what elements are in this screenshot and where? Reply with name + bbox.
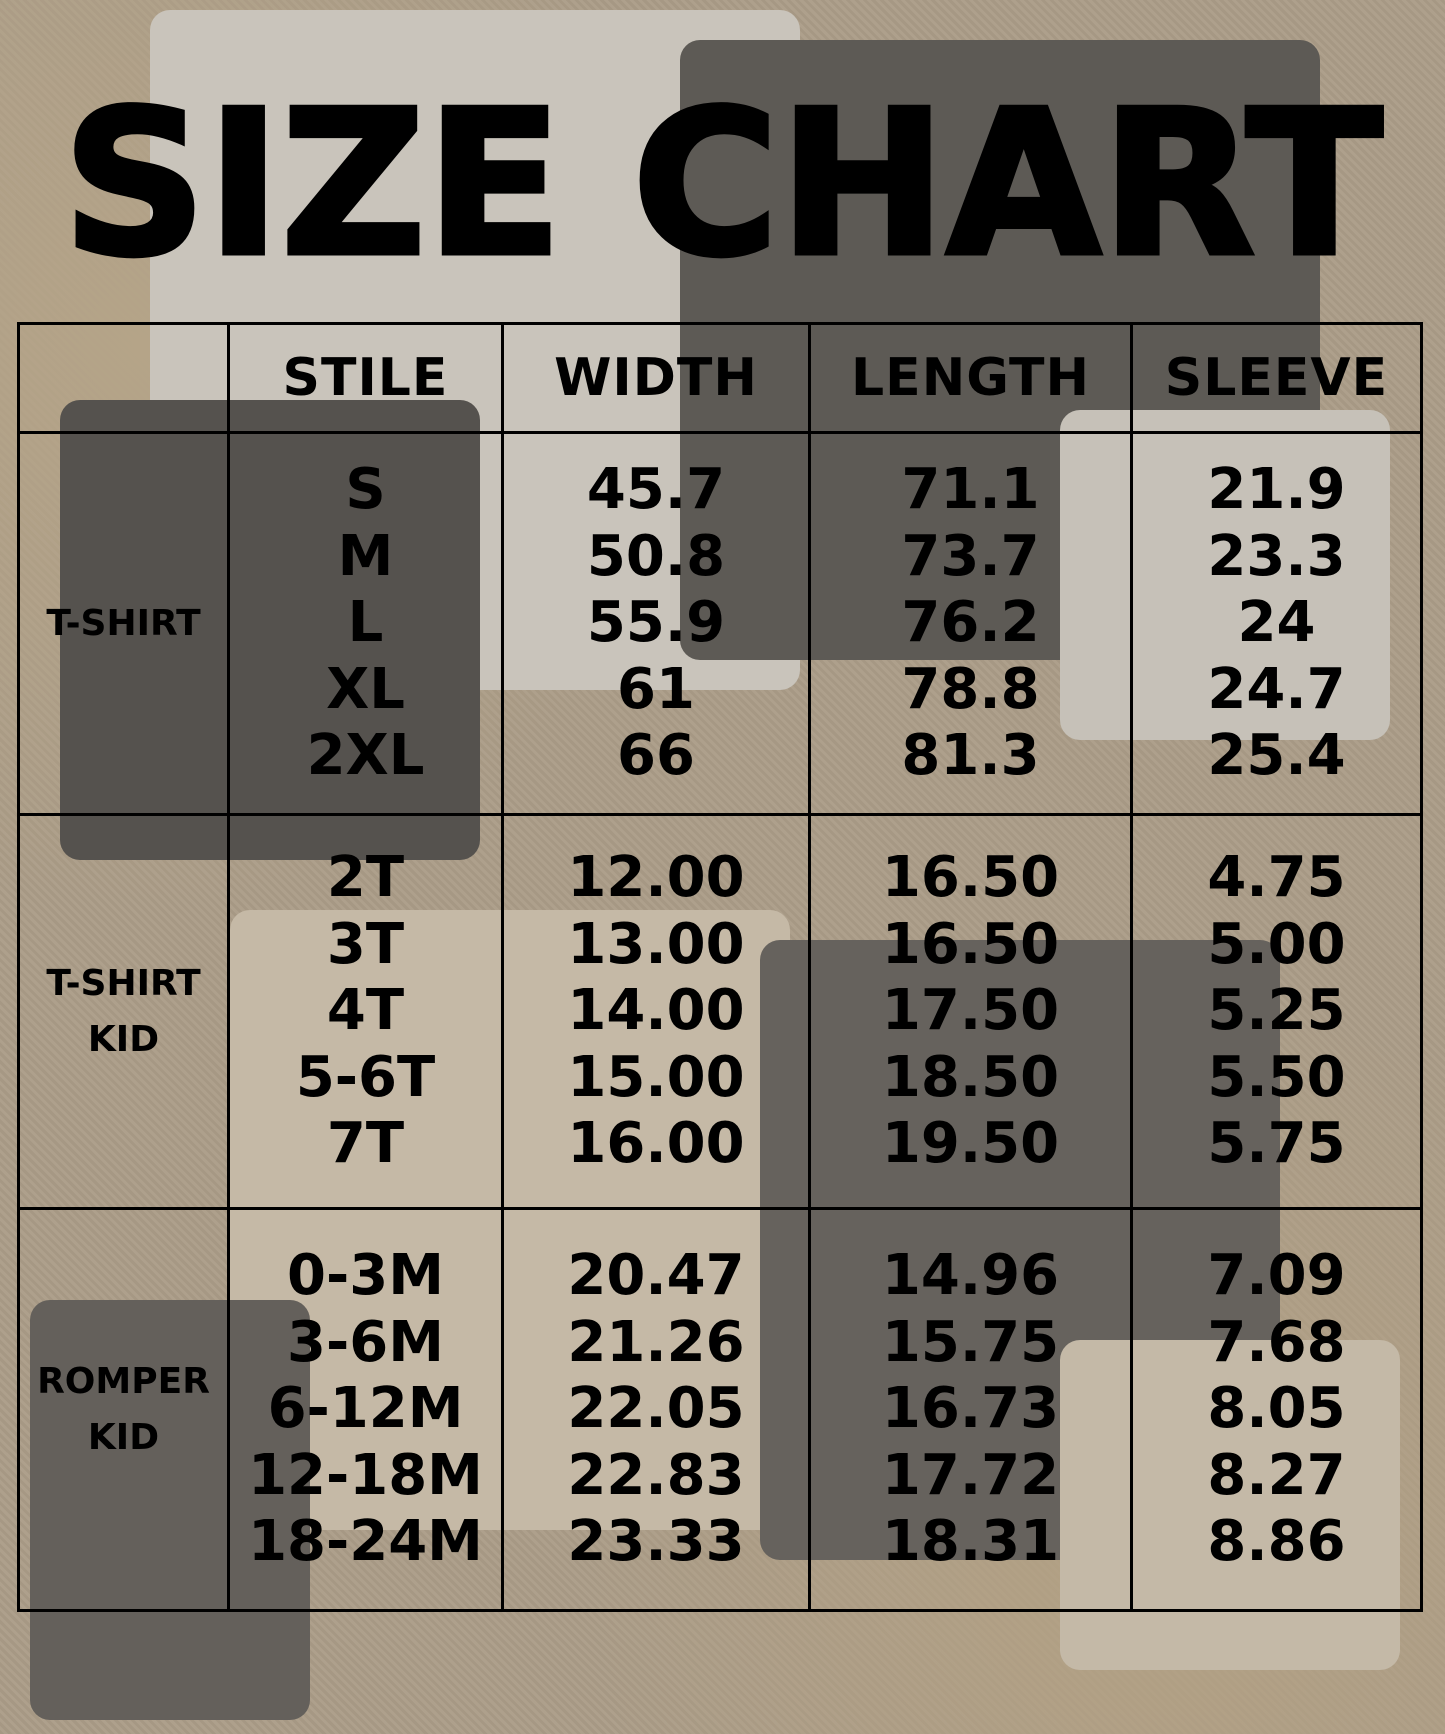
length-value: 76.2 [901,590,1040,656]
sleeve-value: 4.75 [1207,845,1346,911]
width-value: 14.00 [567,978,745,1044]
stile-value: 3-6M [287,1309,444,1375]
length-cell: 16.50 16.50 17.50 18.50 19.50 [808,813,1133,1210]
length-value: 16.50 [881,911,1060,977]
width-value: 45.7 [586,457,726,523]
stile-value: XL [326,656,405,722]
width-value: 66 [617,723,695,789]
stile-value: 0-3M [287,1243,444,1309]
length-value: 78.8 [901,656,1040,722]
stile-value: 4T [326,978,405,1044]
stile-value: 7T [326,1111,405,1177]
page-title: SIZE CHART [60,68,1385,301]
stile-value: M [337,523,394,589]
stile-value: 3T [326,911,405,977]
sleeve-value: 5.25 [1207,978,1346,1044]
stile-value: 6-12M [267,1376,464,1442]
category-cell: ROMPER KID [17,1207,230,1612]
length-value: 17.72 [881,1442,1060,1508]
category-label: T-SHIRT [46,602,201,644]
sleeve-cell: 7.09 7.68 8.05 8.27 8.86 [1130,1207,1423,1612]
stile-value: 12-18M [248,1442,483,1508]
width-value: 20.47 [567,1243,745,1309]
sleeve-value: 7.09 [1207,1243,1346,1309]
category-cell: T-SHIRT [17,431,230,816]
stile-value: 2XL [306,723,425,789]
stile-value: 18-24M [248,1509,483,1575]
length-value: 18.31 [881,1509,1060,1575]
width-value: 12.00 [567,845,745,911]
sleeve-value: 5.75 [1207,1111,1346,1177]
width-value: 22.05 [567,1376,745,1442]
category-label: KID [87,1018,160,1060]
category-label: T-SHIRT [46,962,201,1004]
category-cell: T-SHIRT KID [17,813,230,1210]
category-label: ROMPER [37,1360,210,1402]
size-table: STILE WIDTH LENGTH SLEEVE T-SHIRT S M L XL 2X… [17,322,1423,1612]
sleeve-value: 8.27 [1207,1442,1346,1508]
length-cell: 14.96 15.75 16.73 17.72 18.31 [808,1207,1133,1612]
length-value: 14.96 [881,1243,1060,1309]
length-value: 15.75 [881,1309,1060,1375]
sleeve-value: 8.86 [1207,1509,1346,1575]
width-value: 16.00 [567,1111,745,1177]
length-cell: 71.1 73.7 76.2 78.8 81.3 [808,431,1133,816]
width-value: 21.26 [567,1309,745,1375]
sleeve-value: 8.05 [1207,1376,1346,1442]
length-value: 73.7 [901,523,1040,589]
length-value: 71.1 [901,457,1040,523]
stile-value: 5-6T [295,1044,436,1110]
length-value: 19.50 [881,1111,1060,1177]
table-row: ROMPER KID 0-3M 3-6M 6-12M 12-18M 18-24M 20.47 2… [17,1207,1423,1612]
sleeve-value: 5.50 [1207,1044,1346,1110]
stile-cell: 2T 3T 4T 5-6T 7T [227,813,504,1210]
table-row: T-SHIRT S M L XL 2XL 45.7 50.8 55.9 61 66 71.1 73.7 7… [17,431,1423,816]
stile-value: 2T [326,845,405,911]
length-value: 18.50 [881,1044,1060,1110]
stile-cell: 0-3M 3-6M 6-12M 12-18M 18-24M [227,1207,504,1612]
header-sleeve: SLEEVE [1130,322,1423,434]
sleeve-value: 25.4 [1207,723,1346,789]
length-value: 16.73 [881,1376,1060,1442]
stile-cell: S M L XL 2XL [227,431,504,816]
width-value: 15.00 [567,1044,745,1110]
width-cell: 45.7 50.8 55.9 61 66 [501,431,811,816]
width-cell: 20.47 21.26 22.05 22.83 23.33 [501,1207,811,1612]
sleeve-value: 7.68 [1207,1309,1346,1375]
sleeve-value: 5.00 [1207,911,1346,977]
sleeve-value: 21.9 [1207,457,1346,523]
width-value: 22.83 [567,1442,745,1508]
length-value: 16.50 [881,845,1060,911]
width-value: 13.00 [567,911,745,977]
sleeve-value: 23.3 [1207,523,1346,589]
width-value: 50.8 [586,523,726,589]
header-stile: STILE [227,322,504,434]
length-value: 81.3 [901,723,1040,789]
sleeve-cell: 21.9 23.3 24 24.7 25.4 [1130,431,1423,816]
width-value: 55.9 [586,590,726,656]
width-value: 23.33 [567,1509,745,1575]
sleeve-value: 24.7 [1207,656,1346,722]
category-label: KID [87,1416,160,1458]
length-value: 17.50 [881,978,1060,1044]
header-row: STILE WIDTH LENGTH SLEEVE [17,322,1423,434]
sleeve-value: 24 [1237,590,1316,656]
stile-value: S [345,457,386,523]
header-empty [17,322,230,434]
stile-value: L [347,590,384,656]
header-length: LENGTH [808,322,1133,434]
header-width: WIDTH [501,322,811,434]
width-cell: 12.00 13.00 14.00 15.00 16.00 [501,813,811,1210]
width-value: 61 [617,656,695,722]
sleeve-cell: 4.75 5.00 5.25 5.50 5.75 [1130,813,1423,1210]
table-row: T-SHIRT KID 2T 3T 4T 5-6T 7T 12.00 13.00 14.00 15.… [17,813,1423,1210]
